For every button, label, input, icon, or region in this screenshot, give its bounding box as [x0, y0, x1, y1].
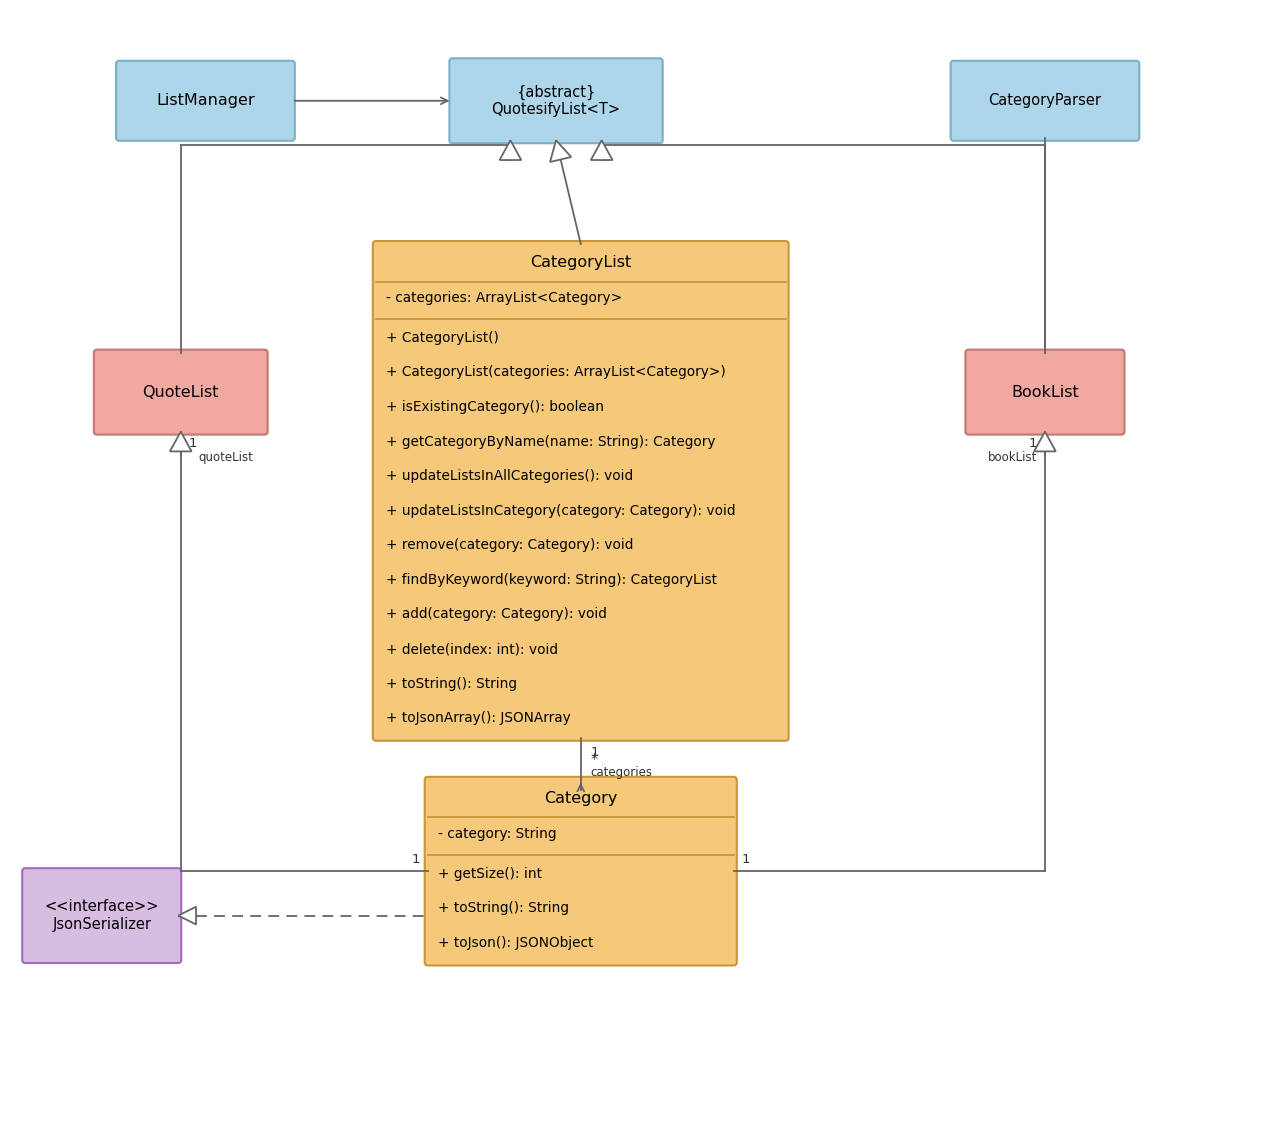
- Text: + delete(index: int): void: + delete(index: int): void: [385, 642, 558, 656]
- Polygon shape: [499, 141, 521, 160]
- Text: + add(category: Category): void: + add(category: Category): void: [385, 607, 607, 622]
- Text: <<interface>>
JsonSerializer: <<interface>> JsonSerializer: [45, 900, 159, 932]
- Text: ListManager: ListManager: [156, 93, 255, 108]
- Text: + getCategoryByName(name: String): Category: + getCategoryByName(name: String): Categ…: [385, 435, 716, 448]
- Text: 1: 1: [411, 854, 420, 866]
- Text: {abstract}
QuotesifyList<T>: {abstract} QuotesifyList<T>: [492, 84, 621, 117]
- Text: categories: categories: [590, 766, 653, 779]
- Text: BookList: BookList: [1011, 385, 1079, 400]
- FancyBboxPatch shape: [425, 777, 737, 965]
- Text: + toJson(): JSONObject: + toJson(): JSONObject: [438, 936, 593, 950]
- FancyBboxPatch shape: [965, 350, 1124, 435]
- Text: + updateListsInAllCategories(): void: + updateListsInAllCategories(): void: [385, 470, 632, 483]
- Text: quoteList: quoteList: [198, 452, 253, 464]
- FancyBboxPatch shape: [22, 868, 182, 963]
- FancyBboxPatch shape: [93, 350, 268, 435]
- Text: + toString(): String: + toString(): String: [438, 901, 568, 915]
- Text: CategoryParser: CategoryParser: [988, 93, 1102, 108]
- Text: 1: 1: [741, 854, 750, 866]
- Text: + remove(category: Category): void: + remove(category: Category): void: [385, 538, 634, 553]
- Text: + findByKeyword(keyword: String): CategoryList: + findByKeyword(keyword: String): Catego…: [385, 573, 717, 587]
- Polygon shape: [550, 141, 571, 162]
- Polygon shape: [178, 906, 196, 924]
- Text: bookList: bookList: [988, 452, 1037, 464]
- Text: QuoteList: QuoteList: [142, 385, 219, 400]
- Text: + CategoryList(categories: ArrayList<Category>): + CategoryList(categories: ArrayList<Cat…: [385, 366, 726, 379]
- Text: 1: 1: [590, 745, 599, 759]
- Polygon shape: [170, 431, 192, 452]
- FancyBboxPatch shape: [116, 61, 294, 141]
- Polygon shape: [591, 141, 613, 160]
- Text: + toString(): String: + toString(): String: [385, 677, 517, 690]
- Polygon shape: [1034, 431, 1056, 452]
- Text: + CategoryList(): + CategoryList(): [385, 331, 498, 345]
- Text: + updateListsInCategory(category: Category): void: + updateListsInCategory(category: Catego…: [385, 503, 735, 518]
- Text: CategoryList: CategoryList: [530, 256, 631, 270]
- Text: *: *: [590, 752, 598, 766]
- Text: + toJsonArray(): JSONArray: + toJsonArray(): JSONArray: [385, 712, 571, 725]
- Text: 1: 1: [1029, 437, 1037, 449]
- FancyBboxPatch shape: [449, 59, 663, 143]
- Text: - categories: ArrayList<Category>: - categories: ArrayList<Category>: [385, 292, 622, 305]
- Text: Category: Category: [544, 792, 617, 806]
- Text: + isExistingCategory(): boolean: + isExistingCategory(): boolean: [385, 400, 604, 414]
- FancyBboxPatch shape: [372, 241, 788, 741]
- Text: 1: 1: [188, 437, 197, 449]
- Text: - category: String: - category: String: [438, 828, 556, 841]
- Text: + getSize(): int: + getSize(): int: [438, 867, 541, 881]
- FancyBboxPatch shape: [951, 61, 1139, 141]
